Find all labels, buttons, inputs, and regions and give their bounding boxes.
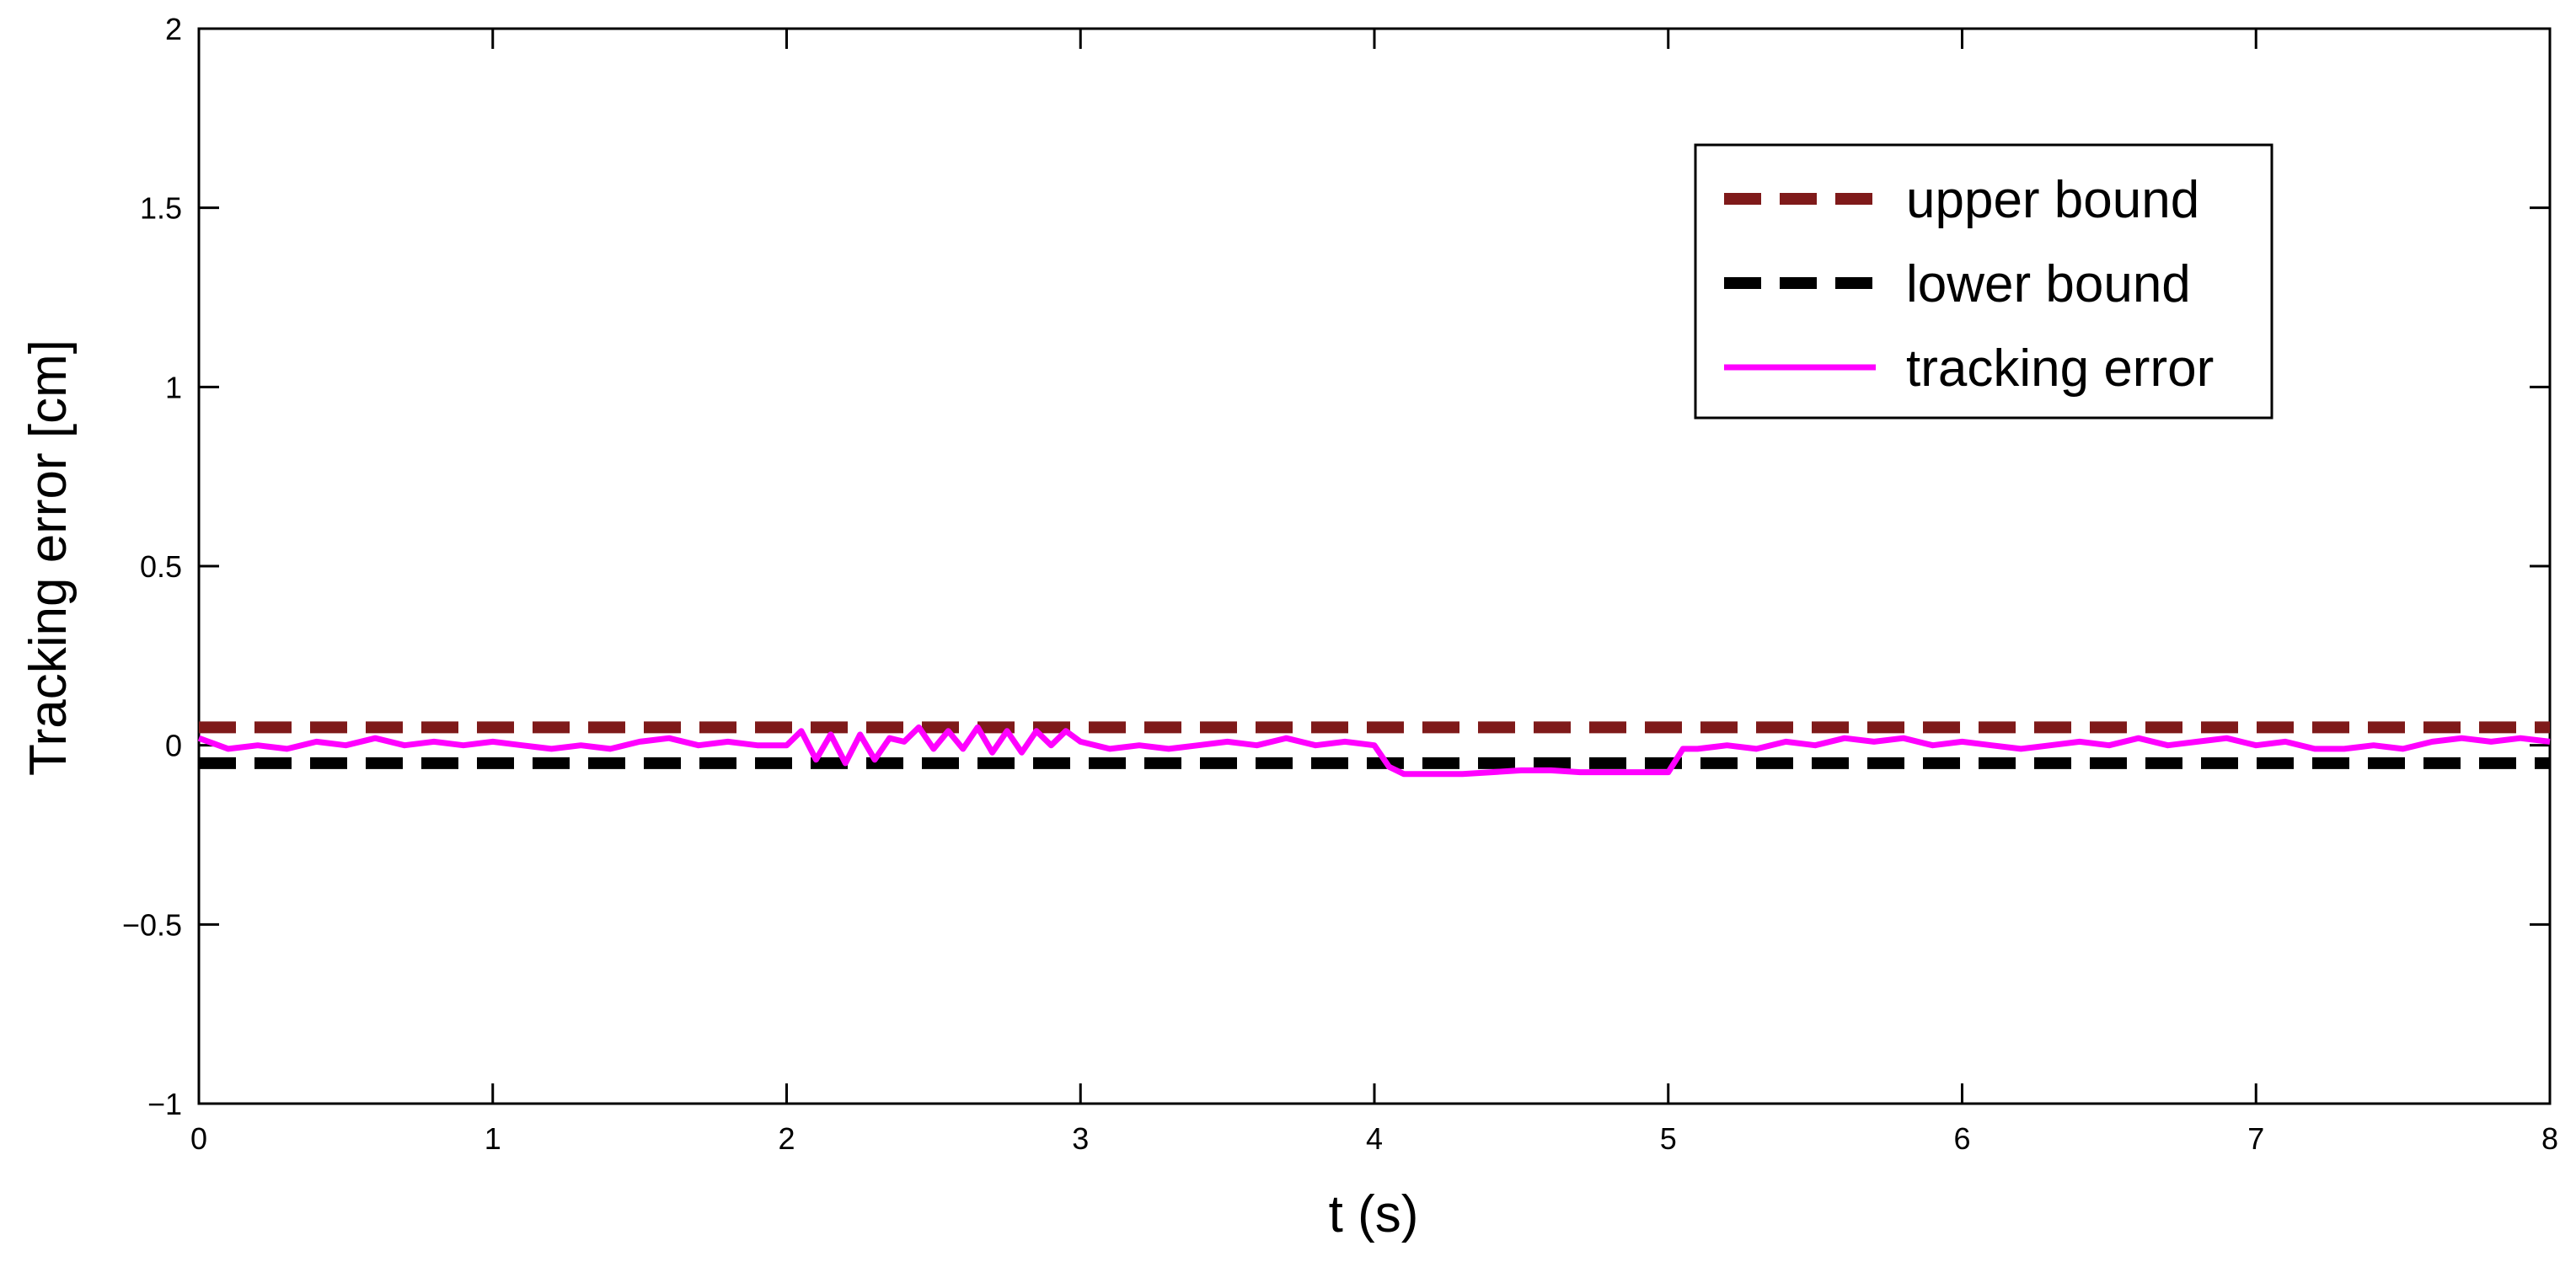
x-tick-label: 6 [1953,1121,1970,1156]
y-tick-label: 1.5 [140,191,182,226]
x-tick-label: 0 [190,1121,207,1156]
y-tick-label: 1 [165,370,182,404]
x-tick-label: 7 [2247,1121,2264,1156]
y-axis-label: Tracking error [cm] [19,340,78,776]
x-tick-label: 8 [2541,1121,2558,1156]
y-tick-label: 0 [165,729,182,763]
x-tick-label: 2 [778,1121,795,1156]
x-tick-label: 5 [1660,1121,1677,1156]
x-tick-label: 3 [1072,1121,1089,1156]
y-tick-label: −1 [147,1087,182,1121]
y-tick-label: −0.5 [122,907,182,942]
y-tick-label: 2 [165,12,182,46]
legend-label: lower bound [1906,255,2191,313]
x-tick-label: 1 [485,1121,501,1156]
legend-label: tracking error [1906,340,2214,398]
legend: upper bound lower bound tracking error [1694,143,2273,420]
x-tick-label: 4 [1366,1121,1383,1156]
x-axis-label: t (s) [1329,1185,1419,1243]
y-tick-label: 0.5 [140,549,182,584]
legend-label: upper bound [1906,171,2199,229]
x-axis: 0 1 2 3 4 5 6 7 8 [190,29,2558,1156]
series-layer [197,721,2551,778]
y-axis: −1 −0.5 0 0.5 1 1.5 2 [122,12,2550,1121]
series-line-tracking-error [197,724,2551,778]
